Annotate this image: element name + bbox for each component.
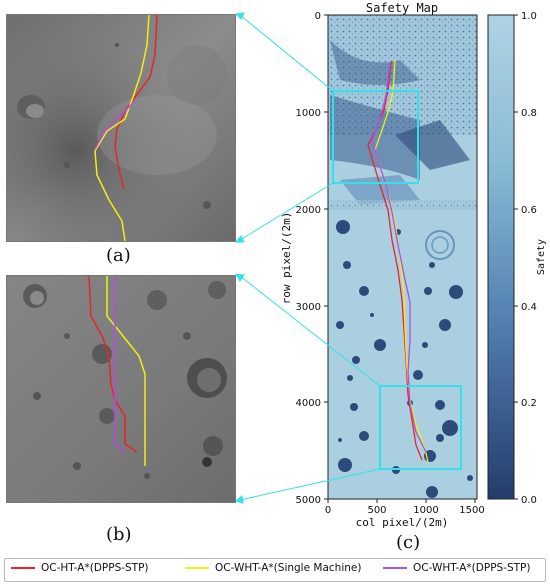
panel-label-b: (b) [106, 524, 132, 545]
y-tick-label: 3000 [296, 302, 321, 313]
map-path-purple [371, 64, 427, 453]
safety-map-image [328, 15, 477, 499]
inset-a-terrain [6, 14, 236, 242]
y-tick-label: 1000 [296, 108, 321, 119]
legend-item-red: OC-HT-A*(DPPS-STP) [11, 562, 149, 574]
y-tick-label: 0 [315, 11, 321, 22]
colorbar-tick-label: 0.2 [521, 398, 537, 409]
map-title: Safety Map [366, 1, 438, 15]
colorbar-tick-label: 0.4 [521, 302, 537, 313]
y-axis: 0 1000 2000 3000 4000 5000 row pixel/(2m… [280, 11, 328, 506]
y-axis-label: row pixel/(2m) [280, 212, 293, 305]
legend-item-purple: OC-WHT-A*(DPPS-STP) [383, 562, 530, 574]
colorbar-tick-label: 0.8 [521, 108, 537, 119]
colorbar-tick-label: 0.0 [521, 495, 537, 506]
zoom-connectors [234, 12, 381, 504]
inset-b-terrain [6, 275, 236, 503]
x-tick-label: 1000 [413, 505, 438, 516]
legend-label: OC-WHT-A*(DPPS-STP) [413, 562, 531, 574]
inset-a-image [7, 15, 235, 241]
inset-b-image [7, 276, 235, 502]
colorbar-tick-label: 0.6 [521, 205, 537, 216]
colorbar-label: Safety [536, 239, 547, 275]
x-axis-label: col pixel/(2m) [356, 516, 449, 529]
panel-label-a: (a) [106, 245, 131, 266]
legend-swatch-purple [383, 567, 407, 569]
x-axis: 0 500 1000 1500 col pixel/(2m) [325, 499, 485, 529]
legend-item-yellow: OC-WHT-A*(Single Machine) [185, 562, 361, 574]
x-tick-label: 500 [367, 505, 386, 516]
x-tick-label: 0 [325, 505, 331, 516]
zoom-box-b [379, 385, 462, 470]
colorbar-tick-label: 1.0 [521, 11, 537, 22]
legend-label: OC-HT-A*(DPPS-STP) [41, 562, 149, 574]
legend: OC-HT-A*(DPPS-STP) OC-WHT-A*(Single Mach… [4, 558, 546, 582]
panel-label-c: (c) [396, 532, 421, 553]
y-tick-label: 4000 [296, 398, 321, 409]
zoom-box-a [332, 90, 419, 184]
legend-swatch-yellow [185, 567, 209, 569]
y-tick-label: 2000 [296, 205, 321, 216]
x-tick-label: 1500 [459, 505, 484, 516]
legend-label: OC-WHT-A*(Single Machine) [215, 562, 362, 574]
y-tick-label: 5000 [296, 495, 321, 506]
colorbar [487, 14, 515, 500]
legend-swatch-red [11, 567, 35, 569]
colorbar-ticks: 1.0 0.8 0.6 0.4 0.2 0.0 [514, 11, 537, 506]
